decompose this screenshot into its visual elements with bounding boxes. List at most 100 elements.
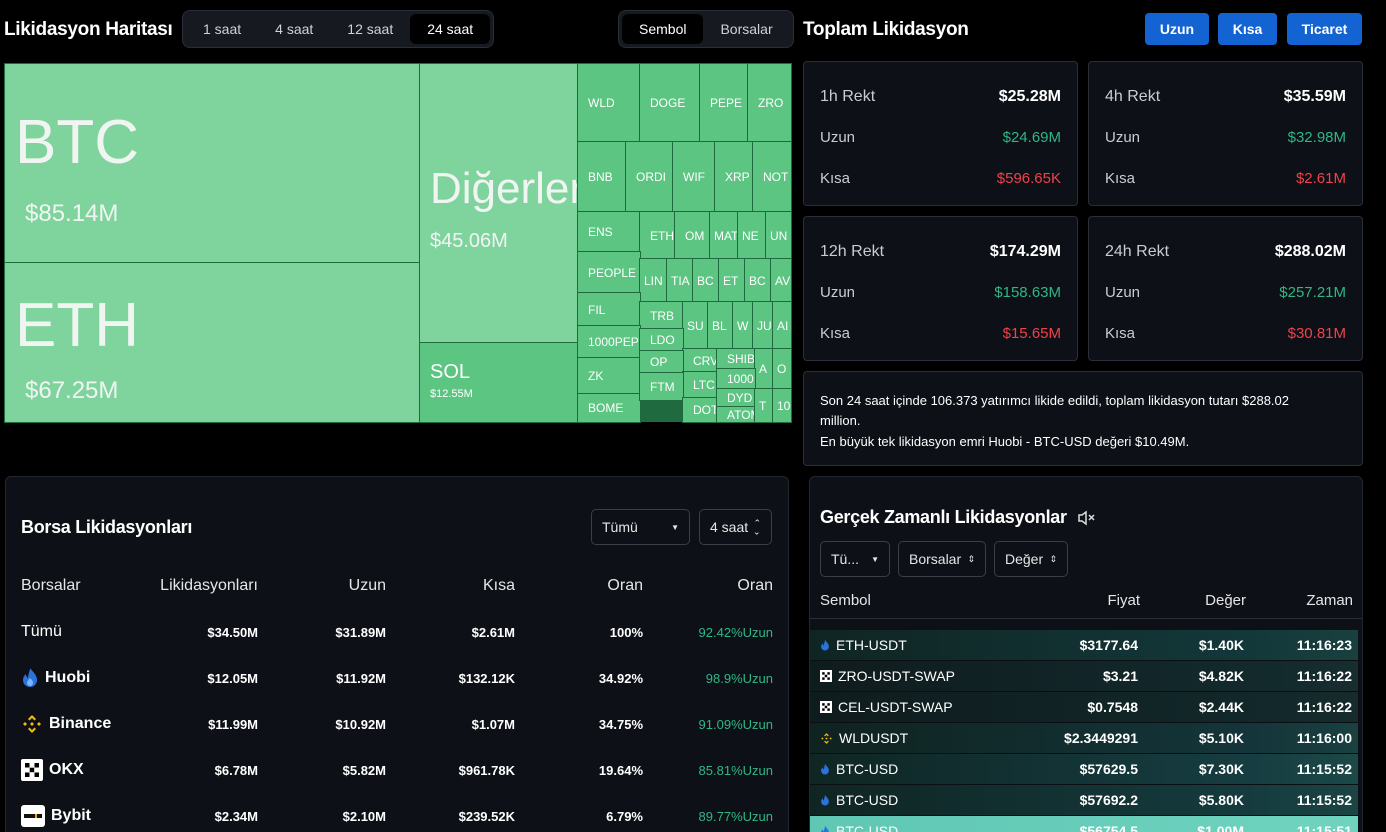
treemap-others[interactable]: Diğerleri $45.06M <box>419 63 579 344</box>
tab-symbol[interactable]: Sembol <box>622 14 704 44</box>
treemap-tile-wld[interactable]: WLD <box>577 63 641 143</box>
tab-1h[interactable]: 1 saat <box>203 21 242 37</box>
treemap-tile-et[interactable]: ET <box>718 258 746 303</box>
treemap-tile-pepe[interactable]: PEPE <box>699 63 749 143</box>
treemap-tile-ltc[interactable]: LTC <box>682 371 718 399</box>
rekt-card-title: 1h Rekt <box>820 88 876 105</box>
treemap-tile-crv[interactable]: CRV <box>682 348 718 373</box>
huobi-icon <box>23 668 37 687</box>
treemap-tile-dot[interactable]: DOT <box>682 397 718 423</box>
treemap-tile-ai[interactable]: AI <box>772 301 792 350</box>
treemap-tile-ens[interactable]: ENS <box>577 211 641 253</box>
treemap-tile-bc[interactable]: BC <box>692 258 720 303</box>
exchange-period-select[interactable]: 4 saat ⌃ ⌃ <box>699 509 772 545</box>
exchange-row[interactable]: Binance $11.99M $10.92M $1.07M 34.75% 91… <box>21 701 773 747</box>
treemap-eth[interactable]: ETH $67.25M <box>4 262 421 423</box>
tab-4h[interactable]: 4 saat <box>275 21 314 37</box>
realtime-symbol: BTC-USD <box>836 823 899 832</box>
realtime-row[interactable]: CEL-USDT-SWAP $0.7548 $2.44K 11:16:22 <box>810 692 1358 723</box>
rekt-card-title: 24h Rekt <box>1105 243 1170 260</box>
treemap-tile-a[interactable]: A <box>754 348 774 390</box>
divider <box>810 618 1362 619</box>
tab-12h[interactable]: 12 saat <box>347 21 394 37</box>
treemap-tile-o[interactable]: O <box>772 348 792 390</box>
treemap-tile-xrp[interactable]: XRP <box>714 141 754 213</box>
total-title: Toplam Likidasyon <box>803 19 969 40</box>
treemap-tile-fil[interactable]: FIL <box>577 292 641 327</box>
realtime-row[interactable]: BTC-USD $57692.2 $5.80K 11:15:52 <box>810 785 1358 816</box>
treemap-tile-ju[interactable]: JU <box>752 301 774 350</box>
realtime-filter-select[interactable]: Tü... ▼ <box>820 541 890 577</box>
exchange-row[interactable]: Huobi $12.05M $11.92M $132.12K 34.92% 98… <box>21 655 773 701</box>
treemap-tile-shib[interactable]: SHIB <box>716 348 756 370</box>
treemap-tile-ordi[interactable]: ORDI <box>625 141 674 213</box>
treemap-tile-su[interactable]: SU <box>682 301 709 350</box>
realtime-row[interactable]: ETH-USDT $3177.64 $1.40K 11:16:23 <box>810 630 1358 661</box>
treemap-tile-eth[interactable]: ETH <box>639 211 676 260</box>
realtime-row[interactable]: ZRO-USDT-SWAP $3.21 $4.82K 11:16:22 <box>810 661 1358 692</box>
trade-button[interactable]: Ticaret <box>1287 13 1362 45</box>
treemap-tile-not[interactable]: NOT <box>752 141 792 213</box>
treemap-tile-trb[interactable]: TRB <box>639 301 684 330</box>
treemap-tile-1000[interactable]: 1000 <box>716 368 756 390</box>
treemap-tile-1000[interactable]: 1000 <box>772 388 792 423</box>
treemap-tile-tia[interactable]: TIA <box>666 258 694 303</box>
exchange-row[interactable]: OKX $6.78M $5.82M $961.78K 19.64% 85.81%… <box>21 747 773 793</box>
treemap-tile-w[interactable]: W <box>732 301 754 350</box>
treemap-tile-op[interactable]: OP <box>639 350 684 374</box>
summary-line-2: million. <box>820 413 861 428</box>
treemap-tile-atom[interactable]: ATOM <box>716 406 756 423</box>
long-button[interactable]: Uzun <box>1145 13 1209 45</box>
treemap-tile-t[interactable]: T <box>754 388 774 423</box>
binance-icon <box>821 732 832 744</box>
realtime-row[interactable]: BTC-USD $56754.5 $1.00M 11:15:51 <box>810 816 1358 832</box>
rekt-card-long-row: Uzun $24.69M <box>804 117 1077 158</box>
treemap-tile-lin[interactable]: LIN <box>639 258 668 303</box>
treemap-tile-mat[interactable]: MAT <box>709 211 739 260</box>
rekt-card-long-label: Uzun <box>820 129 856 146</box>
treemap-tile-bnb[interactable]: BNB <box>577 141 627 213</box>
updown-icon: ⇕ <box>1049 553 1057 564</box>
realtime-row[interactable]: WLDUSDT $2.3449291 $5.10K 11:16:00 <box>810 723 1358 754</box>
treemap-tile-ftm[interactable]: FTM <box>639 372 684 401</box>
realtime-title: Gerçek Zamanlı Likidasyonlar <box>820 507 1067 527</box>
treemap-tile-doge[interactable]: DOGE <box>639 63 701 143</box>
treemap-tile-om[interactable]: OM <box>674 211 711 260</box>
short-button[interactable]: Kısa <box>1218 13 1277 45</box>
realtime-value-select[interactable]: Değer ⇕ <box>994 541 1068 577</box>
map-title: Likidasyon Haritası <box>4 19 173 40</box>
exchange-filter-select[interactable]: Tümü ▼ <box>591 509 690 545</box>
realtime-row[interactable]: BTC-USD $57629.5 $7.30K 11:15:52 <box>810 754 1358 785</box>
col-exchanges: Borsalar <box>21 577 81 594</box>
treemap-tile-dyd[interactable]: DYD <box>716 388 756 408</box>
treemap-tile-bome[interactable]: BOME <box>577 393 641 423</box>
tab-exchanges[interactable]: Borsalar <box>720 21 773 37</box>
realtime-exchange-select[interactable]: Borsalar ⇕ <box>898 541 986 577</box>
treemap-tile-un[interactable]: UN <box>765 211 792 260</box>
mute-icon[interactable] <box>1077 510 1095 526</box>
exchange-long: $5.82M <box>342 762 386 778</box>
treemap-btc[interactable]: BTC $85.14M <box>4 63 421 264</box>
treemap-tile-people[interactable]: PEOPLE <box>577 251 641 294</box>
rekt-card-12h: 12h Rekt $174.29M Uzun $158.63M Kısa $15.65… <box>803 216 1078 361</box>
exchange-period-value: 4 saat <box>710 519 749 535</box>
treemap-sol[interactable]: SOL $12.55M <box>419 342 579 423</box>
treemap-sol-label: SOL <box>430 361 471 383</box>
realtime-price: $57692.2 <box>1079 792 1138 808</box>
treemap-tile-1000pepe[interactable]: 1000PEPE <box>577 325 641 359</box>
treemap-tile-bc[interactable]: BC <box>744 258 772 303</box>
rekt-card-long-label: Uzun <box>1105 284 1141 301</box>
rekt-card-total: $35.59M <box>1283 88 1346 105</box>
rekt-card-header: 4h Rekt $35.59M <box>1089 76 1362 117</box>
treemap-tile-av[interactable]: AV <box>770 258 792 303</box>
exchange-row[interactable]: Tümü $34.50M $31.89M $2.61M 100% 92.42%U… <box>21 609 773 655</box>
treemap-tile-ne[interactable]: NE <box>737 211 767 260</box>
treemap-tile-wif[interactable]: WIF <box>672 141 716 213</box>
treemap-tile-zro[interactable]: ZRO <box>747 63 792 143</box>
tab-24h[interactable]: 24 saat <box>410 14 491 44</box>
treemap-tile-bl[interactable]: BL <box>707 301 734 350</box>
col-symbol: Sembol <box>820 592 871 609</box>
treemap-tile-zk[interactable]: ZK <box>577 357 641 395</box>
treemap-tile-ldo[interactable]: LDO <box>639 328 684 352</box>
exchange-row[interactable]: Bybit $2.34M $2.10M $239.52K 6.79% 89.77… <box>21 793 773 832</box>
